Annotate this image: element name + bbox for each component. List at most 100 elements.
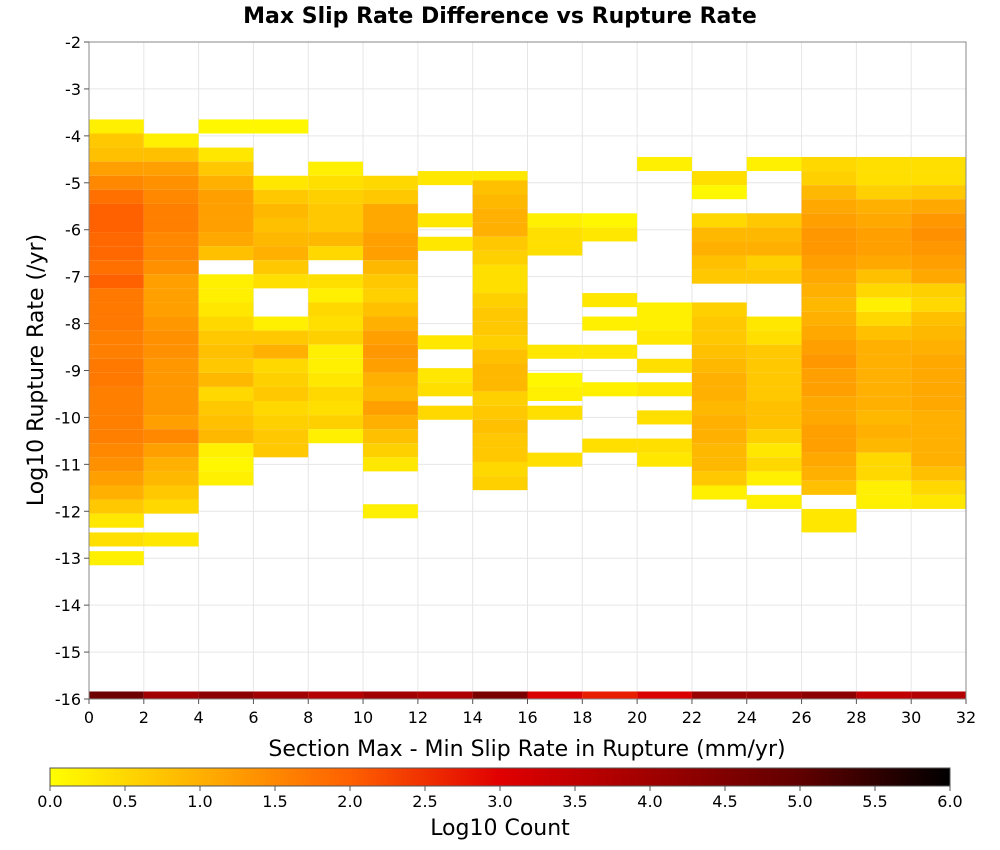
heatmap-cell <box>746 415 802 430</box>
heatmap-cell <box>363 401 418 416</box>
heatmap-cell <box>198 203 254 218</box>
heatmap-cell <box>143 443 199 458</box>
heatmap-cell <box>308 161 364 176</box>
heatmap-cell <box>89 302 144 317</box>
heatmap-cell <box>89 288 144 303</box>
heatmap-cell <box>801 199 857 214</box>
x-tick-label: 32 <box>956 708 976 727</box>
heatmap-cell <box>691 358 747 373</box>
heatmap-cell-bottom <box>637 691 692 699</box>
heatmap-cell <box>417 236 473 251</box>
heatmap-cell <box>143 246 199 261</box>
chart-title: Max Slip Rate Difference vs Rupture Rate <box>243 4 757 29</box>
heatmap-cell <box>472 278 528 294</box>
colorbar-tick-label: 6.0 <box>937 792 962 811</box>
heatmap-cell <box>143 401 199 416</box>
heatmap-cell <box>691 255 747 270</box>
heatmap-cell <box>801 255 857 270</box>
heatmap-cell <box>89 499 144 514</box>
heatmap-cell <box>801 325 857 340</box>
heatmap-cell <box>856 368 912 383</box>
heatmap-cell <box>746 241 802 256</box>
colorbar-tick-label: 5.0 <box>787 792 812 811</box>
y-tick-label: -14 <box>55 596 81 615</box>
heatmap-cell <box>89 316 144 331</box>
heatmap-cell <box>198 344 254 359</box>
heatmap-cell <box>253 316 309 331</box>
heatmap-cell <box>89 217 144 233</box>
heatmap-cell <box>582 213 638 228</box>
heatmap-cell <box>143 260 199 275</box>
heatmap-cell <box>801 368 857 383</box>
heatmap-cell <box>417 213 473 228</box>
heatmap-cell <box>363 443 418 458</box>
heatmap-cell <box>472 433 528 448</box>
x-tick-label: 8 <box>303 708 313 727</box>
heatmap-cell <box>801 213 857 228</box>
heatmap-cell-bottom <box>198 691 254 699</box>
heatmap-cell <box>198 119 254 134</box>
heatmap-cell <box>417 405 473 420</box>
heatmap-cell <box>198 330 254 345</box>
y-tick-label: -15 <box>55 643 81 662</box>
heatmap-cell <box>253 274 309 289</box>
heatmap-cell <box>89 175 144 190</box>
heatmap-cell <box>363 274 418 289</box>
heatmap-cell <box>911 283 966 298</box>
heatmap-cell <box>527 227 583 242</box>
heatmap-cell <box>746 213 802 228</box>
heatmap-cell <box>691 269 747 284</box>
heatmap-cell <box>911 494 966 509</box>
heatmap-cell <box>89 344 144 359</box>
heatmap-cell <box>472 264 528 279</box>
heatmap-cell <box>856 494 912 509</box>
heatmap-cell <box>691 457 747 472</box>
heatmap-cell <box>856 255 912 270</box>
heatmap-cell <box>801 438 857 453</box>
heatmap-cell <box>856 438 912 453</box>
heatmap-cell <box>856 466 912 481</box>
heatmap-cell-bottom <box>253 691 309 699</box>
heatmap-cell <box>746 344 802 359</box>
heatmap-cell <box>363 189 418 204</box>
heatmap-cell-bottom <box>143 691 199 699</box>
heatmap-cell <box>363 302 418 317</box>
x-axis-ticks: 0 2 4 6 8 10 12 14 16 18 20 22 24 26 28 30 32 <box>84 699 976 727</box>
heatmap-cell <box>89 386 144 402</box>
heatmap-cell <box>911 354 966 369</box>
y-tick-label: -9 <box>65 362 81 381</box>
heatmap-cell <box>89 443 144 458</box>
heatmap-cell <box>143 175 199 190</box>
heatmap-cell <box>253 386 309 402</box>
colorbar <box>49 767 951 787</box>
heatmap-cell <box>691 171 747 186</box>
heatmap-cell <box>746 227 802 242</box>
heatmap-cell <box>856 213 912 228</box>
heatmap-cell <box>911 480 966 495</box>
heatmap-cell <box>89 232 144 247</box>
heatmap-cell <box>856 297 912 312</box>
heatmap-cell <box>801 396 857 411</box>
heatmap-cell-bottom <box>417 691 473 699</box>
heatmap-cell <box>308 232 364 247</box>
heatmap-cell <box>472 377 528 392</box>
heatmap-cell <box>801 269 857 284</box>
heatmap-cell <box>856 241 912 256</box>
heatmap-cell <box>911 241 966 256</box>
heatmap-cell <box>801 382 857 397</box>
colorbar-tick-label: 3.5 <box>562 792 587 811</box>
heatmap-cell <box>472 250 528 265</box>
heatmap-cell <box>637 156 692 172</box>
heatmap-cell <box>911 227 966 242</box>
heatmap-cell <box>308 330 364 345</box>
heatmap-cell <box>253 429 309 444</box>
heatmap-cell <box>911 410 966 425</box>
heatmap-cell <box>363 175 418 190</box>
colorbar-tick-label: 1.5 <box>262 792 287 811</box>
y-tick-label: -11 <box>55 455 81 474</box>
heatmap-cell <box>911 368 966 383</box>
heatmap-cell <box>911 171 966 186</box>
heatmap-cell <box>363 330 418 345</box>
heatmap-cell <box>856 283 912 298</box>
